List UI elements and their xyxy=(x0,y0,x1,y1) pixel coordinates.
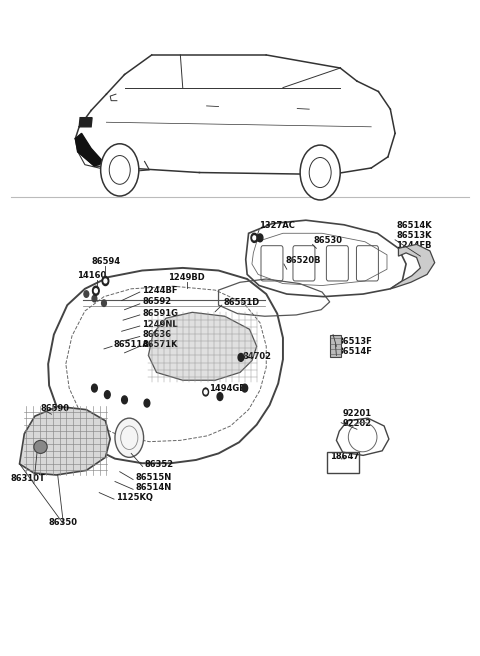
Text: 86514F: 86514F xyxy=(338,347,372,356)
Text: 86571K: 86571K xyxy=(142,340,178,349)
Circle shape xyxy=(102,300,107,306)
Circle shape xyxy=(104,279,107,283)
Circle shape xyxy=(101,144,139,196)
Polygon shape xyxy=(75,133,104,166)
Text: 86520B: 86520B xyxy=(285,256,321,264)
Circle shape xyxy=(242,384,248,392)
Circle shape xyxy=(253,236,256,240)
Text: 86514K: 86514K xyxy=(396,221,432,230)
Circle shape xyxy=(92,295,97,302)
Ellipse shape xyxy=(34,440,47,453)
Text: 92201: 92201 xyxy=(343,409,372,418)
Text: 86594: 86594 xyxy=(92,257,121,266)
Text: 86636: 86636 xyxy=(142,330,171,339)
Circle shape xyxy=(95,289,97,293)
Text: 86350: 86350 xyxy=(49,518,78,527)
Polygon shape xyxy=(79,117,92,127)
Circle shape xyxy=(217,393,223,401)
Circle shape xyxy=(93,286,99,295)
Text: 86513F: 86513F xyxy=(338,337,372,346)
Text: 92202: 92202 xyxy=(343,419,372,428)
Text: 18647: 18647 xyxy=(330,451,359,461)
Circle shape xyxy=(257,234,263,242)
Circle shape xyxy=(121,396,127,404)
Text: 86551D: 86551D xyxy=(223,298,260,307)
Text: 86352: 86352 xyxy=(144,460,174,469)
Bar xyxy=(330,335,341,358)
Text: 86592: 86592 xyxy=(142,297,171,306)
Circle shape xyxy=(115,418,144,457)
Circle shape xyxy=(251,234,258,243)
Text: 1125KQ: 1125KQ xyxy=(116,493,153,502)
Circle shape xyxy=(84,291,89,297)
Text: 86591G: 86591G xyxy=(142,308,178,318)
Text: 1244BF: 1244BF xyxy=(142,286,178,295)
Polygon shape xyxy=(390,245,435,289)
Bar xyxy=(327,452,360,473)
Text: 86310T: 86310T xyxy=(10,474,45,483)
Circle shape xyxy=(144,400,150,407)
Polygon shape xyxy=(148,312,257,380)
Circle shape xyxy=(203,388,208,396)
Text: 86515N: 86515N xyxy=(135,473,171,482)
Text: 86511A: 86511A xyxy=(114,340,149,349)
Circle shape xyxy=(238,354,244,361)
Text: 1249BD: 1249BD xyxy=(168,274,205,282)
Circle shape xyxy=(204,390,207,394)
Text: 86590: 86590 xyxy=(40,404,70,413)
Polygon shape xyxy=(20,406,110,475)
Text: 86513K: 86513K xyxy=(396,231,432,240)
Text: 1327AC: 1327AC xyxy=(259,221,295,230)
Text: 86514N: 86514N xyxy=(135,483,171,492)
Text: 14160: 14160 xyxy=(77,271,107,279)
Circle shape xyxy=(300,145,340,200)
Circle shape xyxy=(105,391,110,399)
Text: 1494GB: 1494GB xyxy=(209,384,246,394)
Text: 1244FB: 1244FB xyxy=(396,241,432,250)
Circle shape xyxy=(102,276,109,285)
Text: 1249NL: 1249NL xyxy=(142,319,178,329)
Text: 86530: 86530 xyxy=(314,236,343,245)
Text: 84702: 84702 xyxy=(242,352,271,361)
Circle shape xyxy=(92,384,97,392)
